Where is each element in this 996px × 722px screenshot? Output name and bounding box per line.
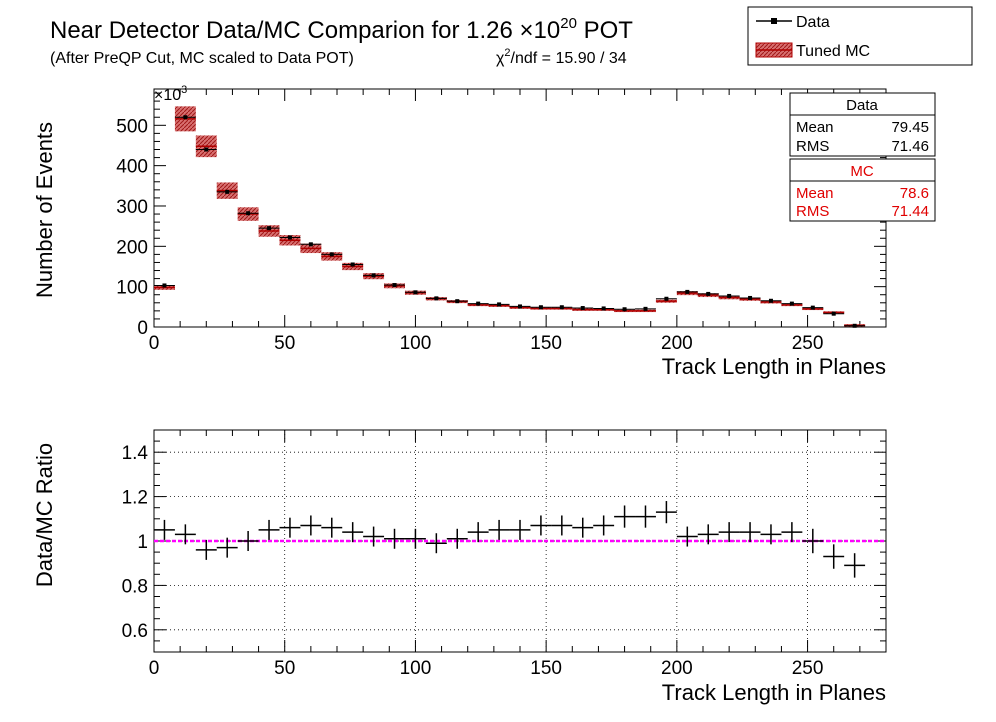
top-x-tick-label: 150 — [530, 333, 562, 354]
stats-data-rms-label: RMS — [796, 138, 829, 155]
data-point — [371, 273, 376, 278]
data-point — [622, 307, 627, 312]
data-point — [246, 211, 251, 216]
data-point — [748, 295, 753, 300]
chart-title: Near Detector Data/MC Comparion for 1.26… — [50, 15, 633, 44]
data-point — [601, 306, 606, 311]
bottom-x-tick-label: 250 — [792, 658, 824, 679]
legend-mc-label: Tuned MC — [796, 43, 870, 60]
bottom-x-tick-label: 150 — [530, 658, 562, 679]
y-multiplier: ×103 — [154, 84, 187, 104]
stats-mc-rms: 71.44 — [891, 203, 929, 220]
data-point — [329, 252, 334, 257]
stats-data-rms: 71.46 — [891, 138, 929, 155]
legend-data-label: Data — [796, 14, 830, 31]
stats-data-header: Data — [846, 97, 878, 114]
distribution-plot: 0 50 100 150 200 250 0 100 200 300 400 500 — [116, 88, 887, 354]
data-point — [392, 283, 397, 288]
data-point — [664, 296, 669, 301]
bottom-x-axis-label: Track Length in Planes — [662, 680, 886, 705]
stats-box-data: Data Mean 79.45 RMS 71.46 — [789, 92, 936, 157]
bottom-x-tick-label: 0 — [149, 658, 160, 679]
data-point — [643, 306, 648, 311]
data-point — [789, 301, 794, 306]
top-x-axis-label: Track Length in Planes — [662, 354, 886, 379]
bottom-y-tick-label: 1.4 — [122, 443, 149, 464]
top-y-tick-label: 400 — [116, 157, 148, 178]
ratio-plot: 0 50 100 150 200 250 0.6 0.8 1 1.2 1.4 — [122, 429, 887, 679]
stats-data-mean: 79.45 — [891, 119, 929, 136]
data-point — [538, 305, 543, 310]
legend-data-marker — [771, 18, 777, 24]
stats-mc-mean: 78.6 — [900, 185, 929, 202]
data-point — [559, 305, 564, 310]
data-point — [580, 306, 585, 311]
stats-box-mc: MC Mean 78.6 RMS 71.44 — [789, 158, 936, 222]
top-y-tick-label: 100 — [116, 278, 148, 299]
data-point — [455, 299, 460, 304]
data-point — [434, 296, 439, 301]
data-point — [768, 298, 773, 303]
top-y-tick-label: 500 — [116, 116, 148, 137]
bottom-y-tick-label: 0.8 — [122, 576, 148, 597]
chart-subtitle: (After PreQP Cut, MC scaled to Data POT) — [50, 50, 354, 67]
data-point — [204, 147, 209, 152]
data-point — [183, 115, 188, 120]
data-point — [225, 189, 230, 194]
chi2-label: χ2/ndf = 15.90 / 34 — [496, 47, 627, 67]
bottom-y-axis-label: Data/MC Ratio — [32, 443, 57, 587]
data-point — [810, 305, 815, 310]
stats-mc-mean-label: Mean — [796, 185, 834, 202]
data-point — [476, 301, 481, 306]
bottom-y-tick-label: 0.6 — [122, 621, 148, 642]
top-plot-frame — [153, 88, 887, 328]
top-y-axis-label: Number of Events — [32, 122, 57, 298]
bottom-x-tick-label: 50 — [274, 658, 295, 679]
legend: Data Tuned MC — [747, 6, 973, 66]
data-point — [267, 226, 272, 231]
top-x-tick-label: 250 — [792, 333, 824, 354]
stats-mc-rms-label: RMS — [796, 203, 829, 220]
bottom-x-tick-label: 200 — [661, 658, 693, 679]
stats-data-mean-label: Mean — [796, 119, 834, 136]
bottom-y-tick-label: 1 — [137, 532, 148, 553]
data-point — [350, 262, 355, 267]
top-y-tick-label: 300 — [116, 197, 148, 218]
data-point — [852, 323, 857, 328]
data-point — [162, 283, 167, 288]
data-point — [413, 290, 418, 295]
data-point — [308, 242, 313, 247]
top-x-tick-label: 50 — [274, 333, 295, 354]
data-point — [685, 289, 690, 294]
top-y-tick-label: 0 — [137, 318, 148, 339]
top-x-tick-label: 0 — [149, 333, 160, 354]
stats-mc-header: MC — [850, 163, 873, 180]
top-y-tick-label: 200 — [116, 237, 148, 258]
top-x-tick-label: 200 — [661, 333, 693, 354]
bottom-x-tick-label: 100 — [400, 658, 432, 679]
data-point — [706, 291, 711, 296]
data-point — [497, 302, 502, 307]
bottom-y-tick-label: 1.2 — [122, 488, 148, 509]
data-point — [518, 304, 522, 309]
top-x-tick-label: 100 — [400, 333, 432, 354]
data-point — [727, 293, 732, 298]
data-point — [287, 235, 292, 240]
data-point — [831, 311, 836, 316]
